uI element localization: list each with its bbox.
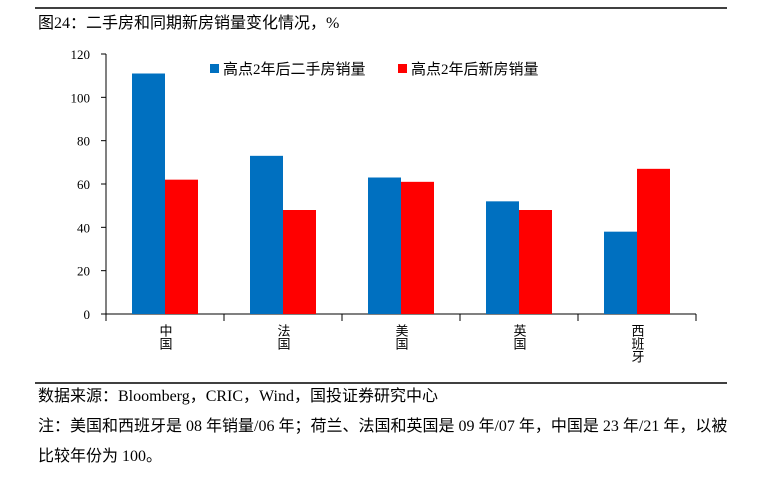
x-tick-label: 英国 bbox=[512, 324, 527, 350]
legend-label: 高点2年后新房销量 bbox=[411, 61, 539, 78]
bar bbox=[250, 155, 283, 314]
x-tick-label: 法国 bbox=[276, 324, 291, 350]
bar bbox=[519, 210, 552, 314]
chart-title: 图24：二手房和同期新房销量变化情况，% bbox=[38, 14, 339, 32]
source: 数据来源：Bloomberg，CRIC，Wind，国投证券研究中心 bbox=[38, 388, 438, 405]
bar bbox=[368, 177, 401, 314]
x-tick-label: 美国 bbox=[394, 324, 409, 350]
y-tick-label: 20 bbox=[77, 264, 90, 279]
y-tick-label: 60 bbox=[77, 177, 90, 192]
x-tick-label: 中国 bbox=[158, 324, 173, 350]
y-tick-label: 40 bbox=[77, 220, 90, 235]
bar bbox=[486, 201, 519, 314]
bar bbox=[604, 231, 637, 314]
y-tick-label: 100 bbox=[71, 90, 91, 105]
legend-swatch bbox=[210, 64, 219, 73]
bar bbox=[637, 168, 670, 314]
note: 注：美国和西班牙是 08 年销量/06 年；荷兰、法国和英国是 09 年/07 … bbox=[38, 418, 728, 465]
y-tick-label: 0 bbox=[84, 307, 91, 322]
bar bbox=[165, 179, 198, 314]
legend-swatch bbox=[398, 64, 407, 73]
bar bbox=[401, 181, 434, 314]
legend-label: 高点2年后二手房销量 bbox=[223, 61, 366, 78]
bar bbox=[132, 73, 165, 314]
y-tick-label: 80 bbox=[77, 134, 90, 149]
y-tick-label: 120 bbox=[71, 47, 91, 62]
bar bbox=[283, 210, 316, 314]
x-tick-label: 西班牙 bbox=[630, 324, 645, 363]
